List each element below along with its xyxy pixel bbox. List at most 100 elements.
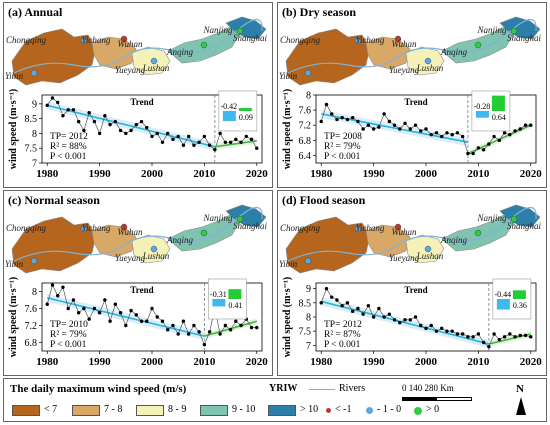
city-label: Nanjing [476, 25, 507, 35]
data-point [176, 134, 180, 139]
y-axis-label: wind speed (m·s⁻¹) [8, 89, 19, 170]
scale-bar [402, 397, 472, 401]
legend-rivers: Rivers [339, 383, 366, 394]
data-point [71, 298, 76, 302]
station-dot-1 [394, 35, 402, 43]
data-point [403, 318, 407, 322]
station-dot-4 [236, 27, 244, 35]
data-point [103, 113, 107, 118]
stat-text: R² = 79% [324, 142, 361, 152]
trend-dot-neg-small-icon [366, 407, 373, 414]
data-point [171, 137, 175, 142]
station-dot-1 [394, 223, 402, 231]
station-dot-0 [80, 225, 88, 233]
data-point [350, 115, 355, 120]
data-point [228, 140, 233, 145]
stat-text: P < 0.001 [324, 152, 361, 162]
trend-label: Trend [404, 285, 427, 295]
y-tick-label: 7.6 [25, 304, 38, 315]
data-point [66, 108, 70, 112]
data-point [487, 345, 491, 349]
data-point [76, 311, 81, 315]
panel-c-canvas: Chongqing Yichang Wuhan Anqing NanjingShangh… [5, 204, 268, 368]
data-point [356, 306, 360, 311]
data-point [108, 122, 112, 127]
data-point [150, 134, 154, 139]
data-point [502, 131, 507, 135]
data-point [445, 131, 449, 135]
city-label: Nanjing [476, 213, 507, 223]
data-point [129, 308, 133, 313]
data-point [166, 328, 170, 332]
data-point [145, 319, 149, 323]
data-point [145, 125, 149, 130]
data-point [377, 306, 381, 311]
trend-label: Trend [130, 285, 153, 295]
data-point [56, 294, 60, 298]
station-dot-2 [150, 245, 158, 253]
data-point [56, 100, 60, 105]
data-point [113, 119, 118, 124]
data-point [71, 108, 76, 112]
y-tick-label: 6.4 [299, 151, 312, 162]
data-point [518, 333, 522, 338]
slope-bar-positive [228, 289, 242, 299]
data-point [139, 319, 144, 323]
slope-bar-negative [475, 111, 489, 118]
data-point [450, 132, 454, 137]
panel-d-canvas: Chongqing Yichang Wuhan Anqing NanjingShangh… [279, 204, 542, 368]
data-point [382, 112, 386, 116]
data-point [476, 146, 481, 150]
slope-bar-negative [496, 299, 510, 310]
data-point [207, 143, 212, 147]
data-point [234, 319, 238, 323]
data-point [87, 317, 91, 321]
city-label: Yichang [82, 223, 111, 233]
data-point [518, 127, 522, 131]
x-tick-label: 2010 [193, 356, 216, 368]
legend-swatch-9-10 [200, 405, 228, 416]
y-tick-label: 9 [306, 284, 311, 295]
legend-label-7-8: 7 - 8 [104, 404, 123, 415]
data-point [471, 151, 475, 156]
data-point [66, 306, 70, 311]
data-point [440, 134, 444, 139]
slope-neg-label: -0.44 [495, 290, 512, 299]
data-point [440, 326, 444, 331]
data-point [523, 333, 528, 338]
city-label: Yichang [82, 35, 111, 45]
city-label: Chongqing [6, 223, 47, 233]
data-point [481, 148, 486, 152]
data-point [471, 335, 475, 339]
data-point [197, 140, 201, 145]
city-label: Wuhan [117, 39, 143, 49]
data-point [181, 143, 186, 147]
data-point [76, 119, 81, 124]
y-tick-label: 7.5 [25, 144, 38, 155]
x-tick-label: 2010 [193, 168, 216, 180]
data-point [319, 301, 323, 305]
x-tick-label: 2020 [520, 168, 543, 180]
slope-neg-label: -0.31 [210, 290, 227, 299]
data-point [492, 332, 496, 336]
data-point [513, 129, 517, 133]
y-tick-label: 8 [32, 129, 37, 140]
data-point [150, 306, 154, 311]
city-label: Wuhan [391, 227, 417, 237]
data-point [324, 286, 329, 291]
data-point [45, 103, 49, 108]
data-point [155, 315, 159, 319]
city-label: Wuhan [391, 39, 417, 49]
data-point [460, 134, 465, 139]
data-point [413, 315, 418, 319]
data-point [419, 323, 423, 328]
stat-text: R² = 79% [50, 330, 87, 340]
x-tick-label: 1980 [310, 356, 333, 368]
x-tick-label: 1990 [363, 356, 386, 368]
panel-title: (b) Dry season [282, 5, 356, 19]
data-point [345, 117, 350, 122]
data-point [340, 303, 344, 308]
panel-d: Chongqing Yichang Wuhan Anqing Nanjing Shangh… [277, 190, 547, 376]
city-label: Lushan [416, 251, 444, 261]
data-point [387, 312, 392, 316]
